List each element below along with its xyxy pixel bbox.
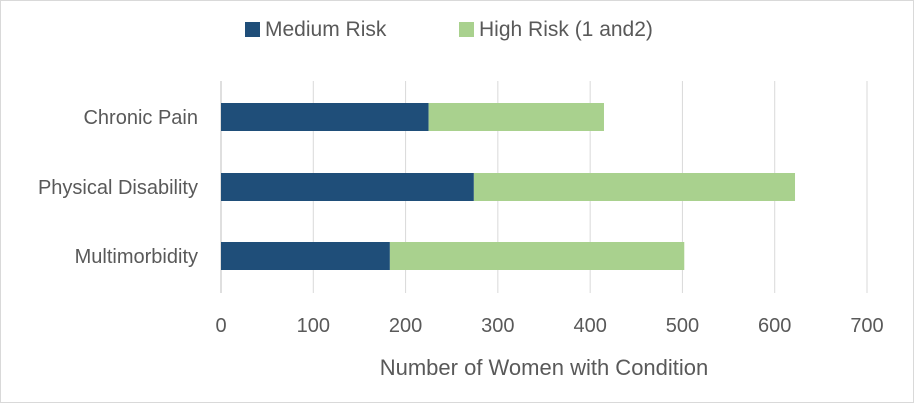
bars: [221, 103, 796, 270]
x-tick-label: 0: [215, 315, 226, 337]
category-label: Physical Disability: [38, 177, 198, 199]
legend-swatch: [459, 22, 474, 37]
x-tick-label: 500: [666, 315, 699, 337]
legend-label: Medium Risk: [265, 18, 387, 41]
bar-segment: [221, 242, 390, 270]
x-tick-label: 700: [850, 315, 883, 337]
x-tick-label: 300: [481, 315, 514, 337]
x-tick-label: 400: [573, 315, 606, 337]
legend-label: High Risk (1 and2): [479, 18, 653, 41]
bar-segment: [221, 173, 474, 201]
category-label: Chronic Pain: [83, 107, 198, 129]
legend: Medium Risk High Risk (1 and2): [245, 18, 653, 41]
x-tick-label: 100: [297, 315, 330, 337]
x-tick-label: 200: [389, 315, 422, 337]
bar-segment: [428, 103, 604, 131]
bar-segment: [221, 103, 429, 131]
x-tick-labels: 0 100 200 300 400 500 600 700: [215, 315, 883, 337]
category-label: Multimorbidity: [75, 246, 198, 268]
x-axis-title: Number of Women with Condition: [380, 355, 709, 380]
bar-segment: [389, 242, 685, 270]
legend-swatch: [245, 22, 260, 37]
bar-segment: [473, 173, 796, 201]
category-labels: Chronic Pain Physical Disability Multimorb…: [38, 107, 198, 268]
x-tick-label: 600: [758, 315, 791, 337]
